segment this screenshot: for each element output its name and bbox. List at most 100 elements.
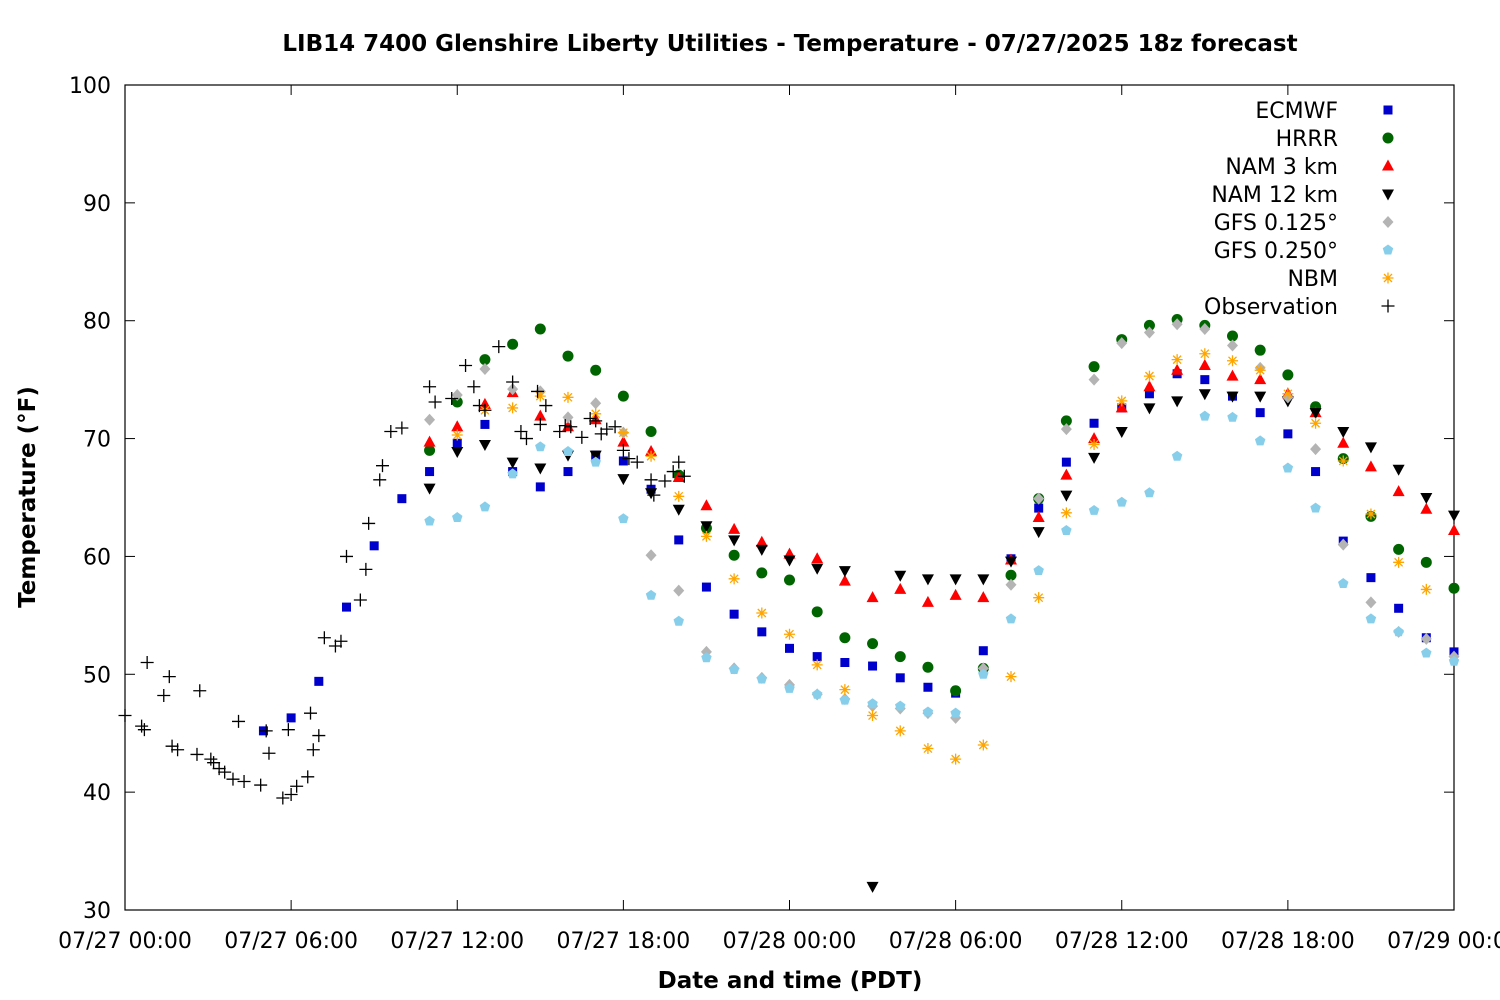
data-point (304, 706, 318, 720)
data-point (451, 420, 464, 432)
data-point (1227, 339, 1238, 352)
data-point (340, 549, 353, 563)
data-point (589, 414, 603, 428)
data-point (1393, 626, 1404, 637)
data-point (1309, 408, 1322, 420)
data-point (838, 574, 851, 586)
data-point (950, 685, 962, 697)
data-point (171, 743, 185, 757)
data-point (1365, 508, 1377, 520)
data-point (701, 582, 711, 592)
data-point (1366, 573, 1376, 583)
data-point (534, 323, 546, 335)
legend-label: NAM 12 km (1211, 183, 1338, 208)
data-point (757, 627, 767, 637)
data-point (868, 661, 878, 671)
data-point (677, 469, 691, 483)
data-point (342, 602, 351, 612)
data-point (118, 709, 132, 723)
data-point (451, 396, 463, 408)
data-point (286, 713, 296, 723)
data-point (353, 593, 367, 607)
data-point (281, 723, 295, 737)
data-point (1033, 492, 1045, 505)
data-point (1420, 583, 1432, 595)
data-point (617, 427, 629, 439)
data-point (1393, 543, 1405, 555)
data-point (1115, 427, 1128, 438)
data-point (645, 450, 657, 462)
data-point (1005, 556, 1017, 568)
data-point (923, 682, 933, 692)
data-point (618, 456, 628, 466)
legend-label: GFS 0.125° (1214, 211, 1338, 236)
chart-title: LIB14 7400 Glenshire Liberty Utilities -… (282, 31, 1297, 57)
data-point (645, 589, 657, 600)
data-point (590, 456, 601, 467)
data-point (157, 689, 171, 702)
data-point (673, 490, 685, 502)
data-point (452, 438, 462, 448)
data-point (617, 435, 630, 447)
data-point (645, 426, 657, 437)
data-point (284, 788, 298, 801)
data-point (1310, 502, 1321, 513)
data-point (616, 443, 630, 457)
data-point (276, 791, 290, 805)
data-marks (118, 314, 1460, 893)
data-point (1034, 503, 1044, 513)
data-point (1143, 403, 1156, 415)
data-point (728, 549, 740, 561)
x-tick-label: 07/27 18:00 (556, 929, 690, 954)
data-point (262, 746, 276, 760)
data-point (1421, 647, 1432, 658)
data-point (534, 390, 546, 402)
data-point (755, 544, 768, 556)
data-point (1061, 457, 1071, 467)
data-point (922, 661, 934, 673)
data-point (700, 521, 713, 533)
y-tick-label: 60 (83, 545, 111, 570)
data-point (1116, 337, 1128, 350)
x-tick-label: 07/27 00:00 (58, 929, 192, 954)
y-tick-label: 100 (69, 74, 111, 99)
data-point (1310, 443, 1322, 456)
data-point (617, 390, 629, 402)
data-point (1364, 442, 1377, 454)
data-point (608, 420, 622, 434)
legend-marker (1382, 216, 1394, 228)
data-point (301, 770, 315, 784)
x-tick-label: 07/28 18:00 (1221, 929, 1355, 954)
data-point (424, 413, 436, 426)
data-point (1338, 578, 1349, 588)
data-point (1254, 364, 1266, 376)
data-point (756, 673, 768, 684)
data-point (1227, 355, 1238, 367)
data-point (700, 530, 712, 542)
data-point (895, 673, 905, 683)
data-point (645, 549, 657, 562)
data-point (373, 473, 387, 487)
data-point (728, 573, 740, 585)
data-point (1198, 389, 1211, 401)
data-point (1088, 432, 1101, 444)
data-point (1200, 375, 1210, 385)
data-point (590, 408, 602, 420)
data-point (894, 725, 906, 737)
x-tick-label: 07/28 06:00 (889, 929, 1023, 954)
data-point (479, 363, 491, 376)
data-point (977, 574, 990, 586)
data-point (785, 643, 794, 653)
data-point (1089, 418, 1099, 428)
data-point (867, 638, 879, 650)
data-point (922, 743, 934, 755)
legend-label: NBM (1287, 267, 1338, 292)
data-point (362, 516, 376, 530)
data-point (618, 513, 629, 524)
data-point (977, 591, 990, 603)
data-point (666, 465, 680, 479)
data-point (1394, 603, 1404, 613)
data-point (190, 747, 204, 761)
data-point (506, 375, 520, 389)
data-point (533, 417, 547, 431)
